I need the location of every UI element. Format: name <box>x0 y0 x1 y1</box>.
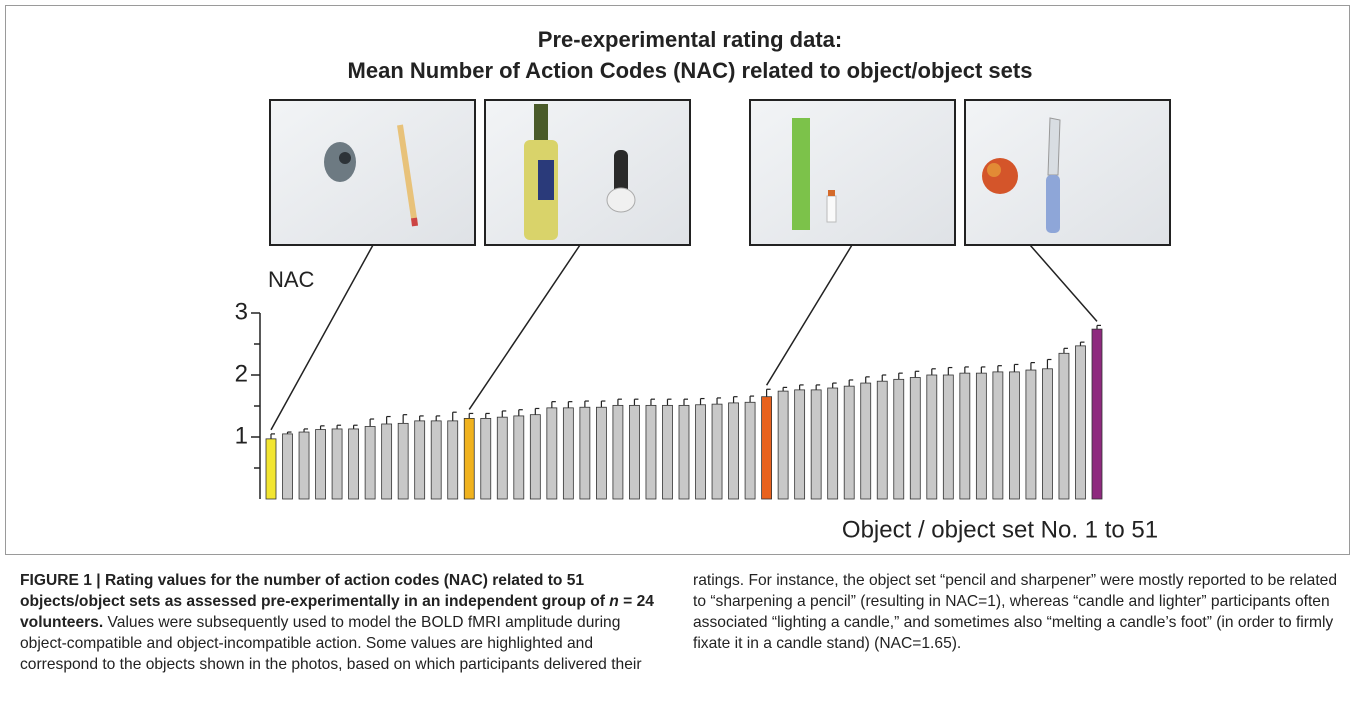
bar <box>745 402 755 499</box>
bar <box>497 417 507 499</box>
bar <box>993 372 1003 499</box>
y-tick-label: 1 <box>235 422 248 449</box>
bar <box>613 405 623 499</box>
photo-candle <box>750 100 955 245</box>
x-axis-label: Object / object set No. 1 to 51 <box>842 516 1158 543</box>
bar <box>382 424 392 499</box>
title: Mean Number of Action Codes (NAC) relate… <box>348 58 1033 83</box>
bar <box>1042 369 1052 499</box>
bar <box>646 405 656 499</box>
bar <box>1075 346 1085 499</box>
bar <box>778 391 788 499</box>
caption: FIGURE 1 | Rating values for the number … <box>20 570 1340 675</box>
bar <box>927 375 937 499</box>
bar <box>580 407 590 499</box>
bar <box>398 423 408 499</box>
y-axis-label: NAC <box>268 267 315 292</box>
bar <box>1059 353 1069 499</box>
bar <box>448 421 458 499</box>
bar <box>877 381 887 499</box>
bar <box>431 421 441 499</box>
bar <box>514 416 524 499</box>
bar <box>696 405 706 499</box>
bar <box>960 373 970 499</box>
page: Pre-experimental rating data: Mean Numbe… <box>0 0 1356 714</box>
bar <box>662 405 672 499</box>
y-tick-label: 2 <box>235 360 248 387</box>
bar <box>563 408 573 499</box>
bar <box>316 430 326 499</box>
bar <box>365 426 375 499</box>
bar <box>629 405 639 499</box>
bar <box>844 386 854 499</box>
bar <box>894 379 904 499</box>
caption-label-part: FIGURE 1 | Rating values for the number … <box>20 572 609 610</box>
bar <box>943 375 953 499</box>
bar <box>266 439 276 499</box>
bar <box>530 415 540 499</box>
bar <box>1009 372 1019 499</box>
bar <box>349 429 359 499</box>
bar <box>712 404 722 499</box>
bar <box>1026 370 1036 499</box>
bar <box>811 390 821 499</box>
photo-bottle <box>485 100 690 245</box>
photo-apple <box>965 100 1170 245</box>
connector <box>469 245 580 409</box>
caption-label-part: n <box>609 593 619 610</box>
title: Pre-experimental rating data: <box>538 27 842 52</box>
bar <box>299 432 309 499</box>
y-tick-label: 3 <box>235 298 248 325</box>
bar <box>481 418 491 499</box>
chart: Pre-experimental rating data: Mean Numbe… <box>0 0 1356 560</box>
bar <box>861 383 871 499</box>
bar <box>1092 329 1102 499</box>
bar <box>332 429 342 499</box>
bar <box>828 388 838 499</box>
bar <box>729 403 739 499</box>
bar <box>679 405 689 499</box>
bar <box>283 434 293 499</box>
bar <box>795 390 805 499</box>
bar <box>910 377 920 499</box>
connector <box>1030 245 1097 321</box>
bar <box>415 421 425 499</box>
bar <box>976 373 986 499</box>
photo-pencil <box>270 100 475 245</box>
bar <box>547 408 557 499</box>
bar <box>762 397 772 499</box>
connector <box>767 245 852 385</box>
bar <box>464 418 474 499</box>
bar <box>596 407 606 499</box>
